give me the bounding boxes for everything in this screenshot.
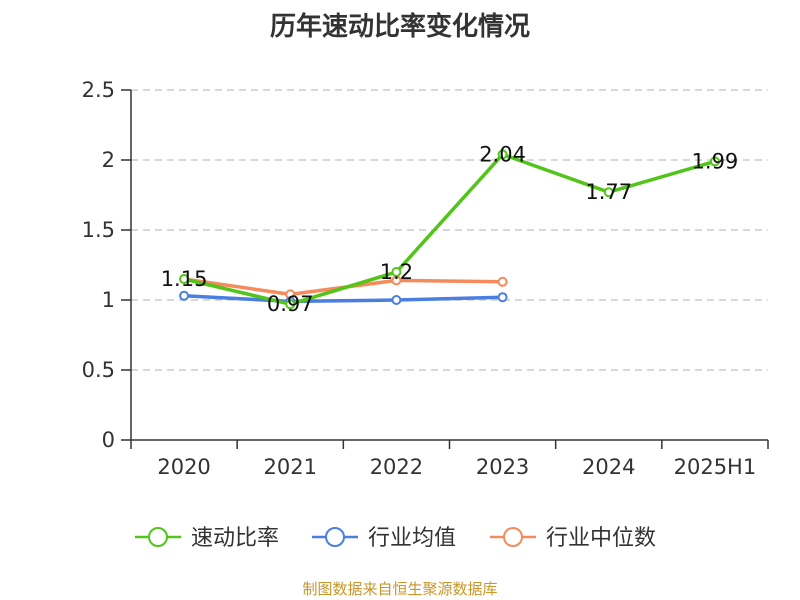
data-point[interactable] [497,292,508,303]
y-tick-label: 1.5 [82,218,115,242]
data-point[interactable] [603,187,614,198]
y-tick-label: 0.5 [82,358,115,382]
data-point[interactable] [391,295,402,305]
source-note: 制图数据来自恒生聚源数据库 [302,580,498,598]
data-point[interactable] [391,267,402,277]
data-label: 1.15 [161,267,208,291]
data-point[interactable] [179,290,190,301]
data-label: 1.99 [692,149,739,173]
series-lines [179,149,720,310]
grid-lines [131,89,768,371]
data-point[interactable] [285,299,296,310]
legend-marker [325,527,345,547]
data-label: 0.97 [267,292,314,316]
legend-item[interactable]: 行业中位数 [490,526,656,551]
legend-marker [503,527,523,547]
legend-label: 速动比率 [191,526,279,551]
y-tick-label: 2 [102,148,115,172]
data-point[interactable] [497,276,508,287]
legend-label: 行业均值 [368,526,456,551]
legend-item[interactable]: 行业均值 [312,526,456,551]
data-label: 2.04 [479,142,526,166]
x-tick-label: 2024 [582,455,635,479]
axes: 0 0.5 1 1.5 2 2.5 2020 2021 2022 2023 2024 2025H1 [82,78,769,479]
y-tick-label: 0 [102,428,115,452]
series-line [183,294,503,304]
legend-label: 行业中位数 [546,526,656,551]
series-line [183,152,716,306]
x-tick-label: 2021 [264,455,317,479]
data-label: 1.2 [380,260,413,284]
data-label: 1.77 [585,180,632,204]
x-tick-label: 2020 [157,455,210,479]
data-point[interactable] [179,274,190,284]
legend-marker [148,527,168,547]
data-labels: 1.15 0.97 1.2 2.04 1.77 1.99 [161,142,739,316]
data-point[interactable] [497,149,508,160]
x-tick-label: 2022 [370,455,423,479]
y-tick-label: 1 [102,288,115,312]
chart-title: 历年速动比率变化情况 [269,12,530,42]
data-point[interactable] [709,156,720,167]
x-tick-label: 2025H1 [674,455,757,479]
x-tick-label: 2023 [476,455,529,479]
legend-item[interactable]: 速动比率 [135,526,279,551]
y-tick-label: 2.5 [82,78,115,102]
legend[interactable]: 速动比率 行业均值 行业中位数 [135,526,656,551]
